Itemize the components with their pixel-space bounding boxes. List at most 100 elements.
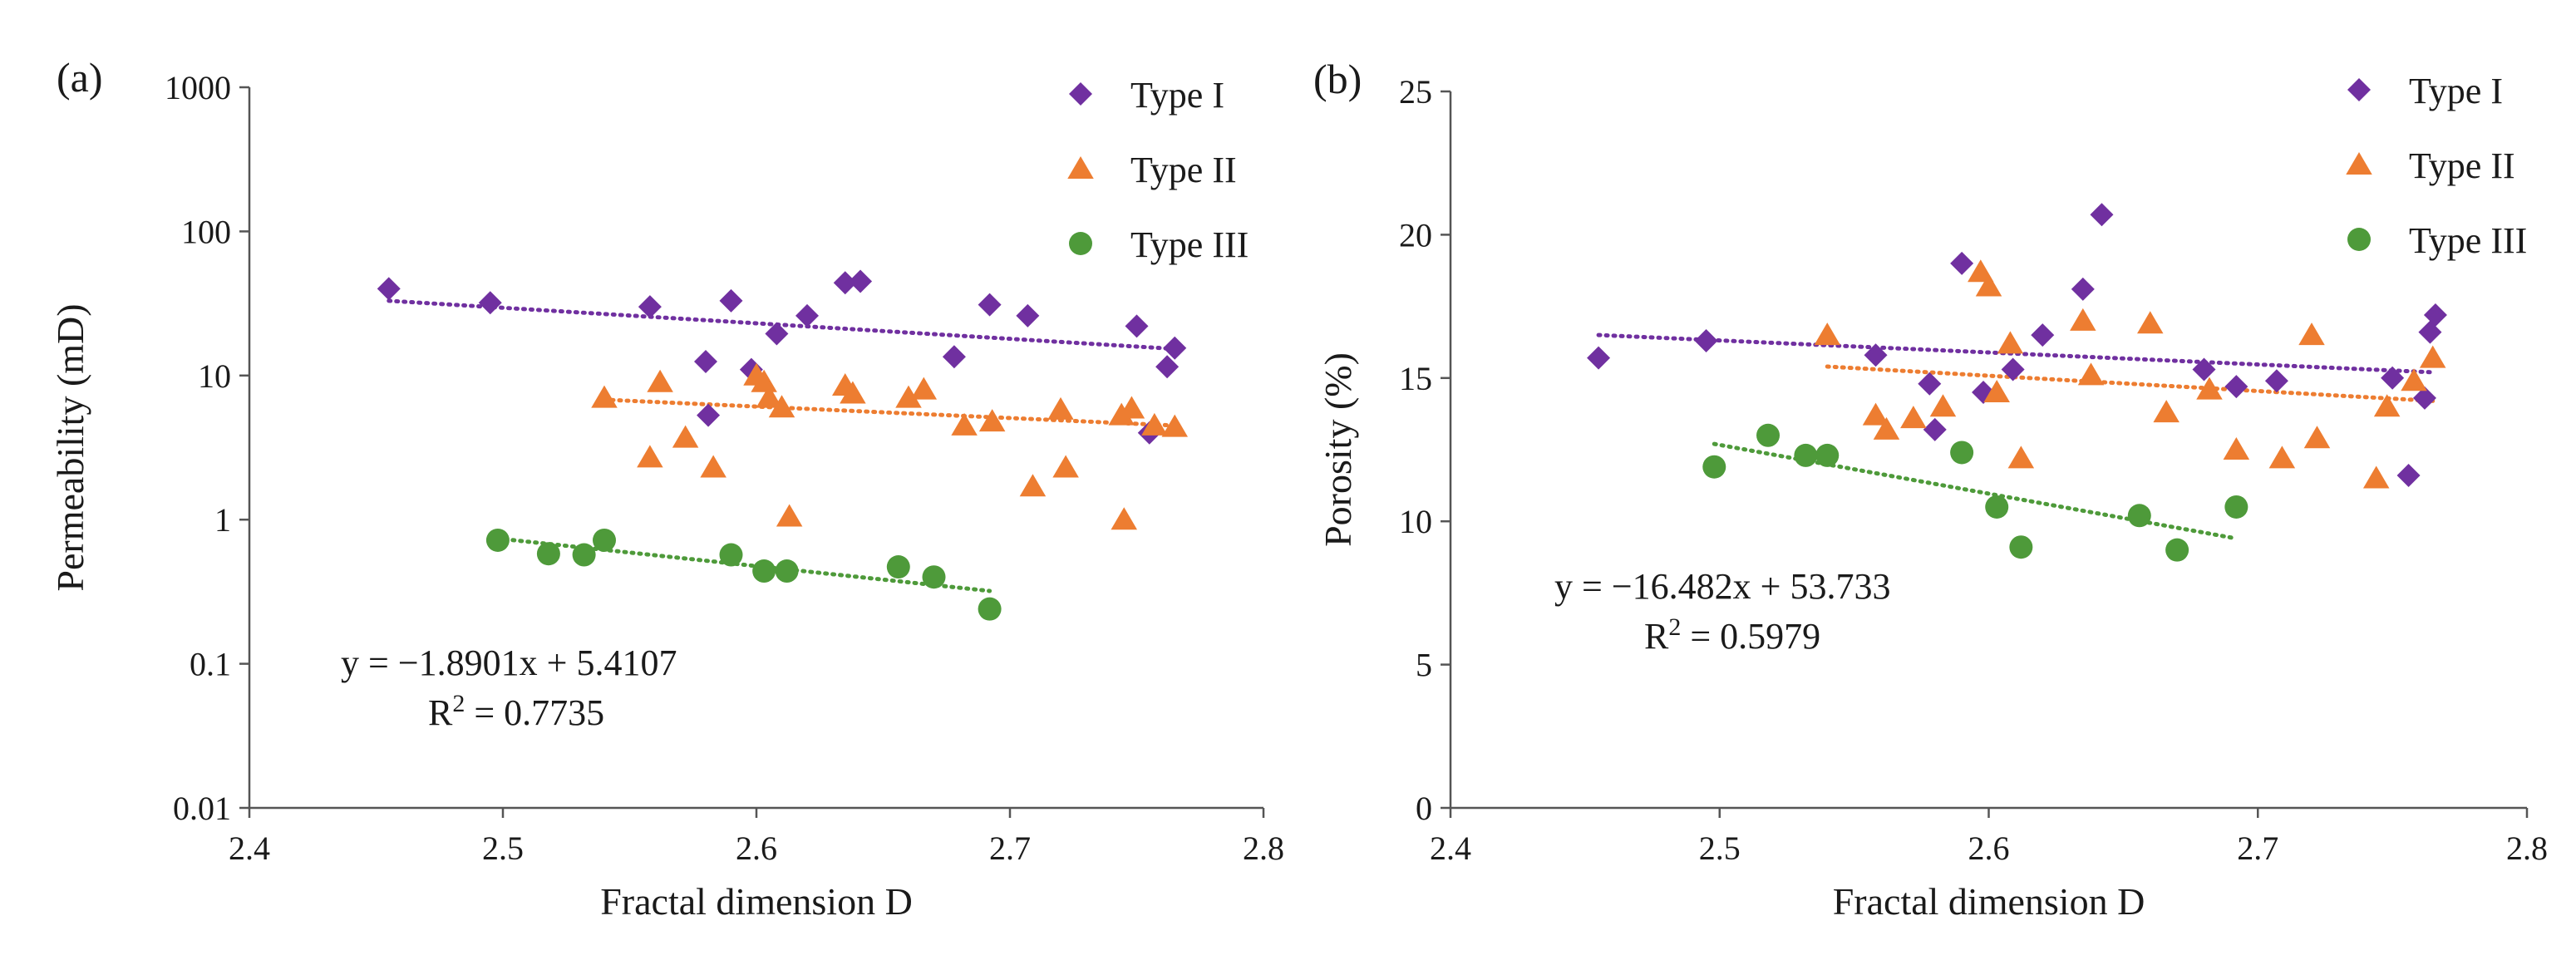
data-point <box>2165 538 2189 562</box>
data-point <box>700 455 727 478</box>
data-point <box>1111 507 1137 530</box>
data-point <box>840 381 866 404</box>
chart-panel-b: 2.4 2.5 2.6 2.7 2.8 0 5 10 15 20 25 Fractal dimensi… <box>1313 56 2548 923</box>
panel-label: (b) <box>1313 56 1362 102</box>
data-point <box>1161 414 1188 437</box>
data-point <box>768 395 795 418</box>
y-tick-label: 1 <box>214 501 231 539</box>
data-point <box>593 528 616 552</box>
data-point <box>377 277 401 301</box>
data-point <box>1950 251 1974 275</box>
data-point <box>1702 455 1726 479</box>
data-point <box>672 425 699 448</box>
data-point <box>2223 437 2250 460</box>
r-squared-prefix: R <box>1644 616 1669 657</box>
data-point <box>765 322 789 346</box>
data-point <box>833 271 857 295</box>
data-point <box>978 293 1002 317</box>
data-point <box>2137 311 2164 334</box>
x-tick-label: 2.6 <box>1968 830 2010 867</box>
data-point <box>1155 355 1180 379</box>
data-point <box>2090 203 2114 227</box>
data-point <box>2419 345 2446 368</box>
data-point <box>2196 377 2223 400</box>
legend-label: Type I <box>1130 75 1224 116</box>
data-point <box>2009 535 2033 559</box>
data-point <box>1983 380 2010 403</box>
data-point <box>1814 322 1840 346</box>
data-point <box>1985 495 2009 519</box>
data-point <box>536 542 560 566</box>
data-point <box>922 565 946 589</box>
r-squared-annotation: R2 = 0.7735 <box>428 690 604 733</box>
data-point <box>886 555 910 579</box>
data-point <box>1864 343 1888 367</box>
data-point <box>2362 465 2390 489</box>
data-point <box>719 288 743 313</box>
data-point <box>795 303 819 327</box>
legend-label: Type III <box>2409 220 2527 261</box>
data-point <box>1047 396 1074 420</box>
x-tick-label: 2.6 <box>736 830 777 867</box>
data-point <box>2224 375 2248 399</box>
series-type-ii <box>591 362 1188 530</box>
legend-marker <box>1069 232 1092 255</box>
data-point <box>485 528 510 552</box>
data-point <box>2298 322 2325 346</box>
legend-label: Type III <box>1130 224 1249 265</box>
x-tick-label: 2.7 <box>2237 830 2278 867</box>
data-point <box>951 412 978 436</box>
y-axis-title: Permeability (mD) <box>49 303 91 591</box>
legend-marker <box>2347 78 2371 101</box>
legend-marker <box>1067 156 1094 179</box>
data-point <box>2153 400 2180 423</box>
x-tick-label: 2.7 <box>989 830 1031 867</box>
data-point <box>978 409 1006 432</box>
data-point <box>1694 328 1718 352</box>
x-tick-label: 2.8 <box>2506 830 2548 867</box>
y-tick-label: 0.01 <box>173 790 231 827</box>
data-point <box>2007 446 2035 469</box>
data-point <box>1019 474 1047 497</box>
legend: Type I Type II Type III <box>1067 75 1249 265</box>
y-tick-label: 1000 <box>165 69 231 106</box>
r-squared-annotation: R2 = 0.5979 <box>1644 613 1820 657</box>
data-point <box>1968 259 1994 283</box>
data-point <box>2401 368 2427 391</box>
data-point <box>2423 303 2447 327</box>
data-point <box>1950 441 1974 465</box>
x-tick-label: 2.5 <box>1699 830 1741 867</box>
data-point <box>697 403 721 427</box>
data-point <box>638 295 662 319</box>
series-type-iii <box>1702 423 2248 562</box>
data-point <box>1756 423 1781 447</box>
data-point <box>1794 443 1818 467</box>
series-type-i <box>1587 203 2447 488</box>
legend-marker <box>1069 82 1092 106</box>
data-point <box>2070 308 2096 331</box>
data-point <box>775 559 799 583</box>
data-point <box>1815 443 1840 467</box>
legend-marker <box>2346 152 2372 175</box>
data-point <box>1862 402 1889 426</box>
data-point <box>1923 417 1947 441</box>
data-point <box>849 269 873 293</box>
y-tick-label: 15 <box>1399 360 1432 397</box>
r-squared-value: = 0.7735 <box>465 692 604 733</box>
data-point <box>1118 396 1145 419</box>
x-tick-label: 2.4 <box>229 830 270 867</box>
r-squared-superscript: 2 <box>452 690 465 717</box>
data-point <box>637 445 663 468</box>
data-point <box>2071 277 2095 301</box>
data-point <box>647 369 673 392</box>
data-point <box>751 369 777 392</box>
legend-label: Type II <box>2409 145 2515 186</box>
data-point <box>2373 394 2401 417</box>
data-point <box>2396 464 2421 488</box>
x-tick-label: 2.8 <box>1243 830 1284 867</box>
data-point <box>1141 412 1168 436</box>
y-tick-label: 0.1 <box>190 646 231 683</box>
trendline-type-iii <box>1712 441 2239 541</box>
x-tick-label: 2.4 <box>1430 830 1471 867</box>
y-axis-title: Porosity (%) <box>1317 352 1359 547</box>
